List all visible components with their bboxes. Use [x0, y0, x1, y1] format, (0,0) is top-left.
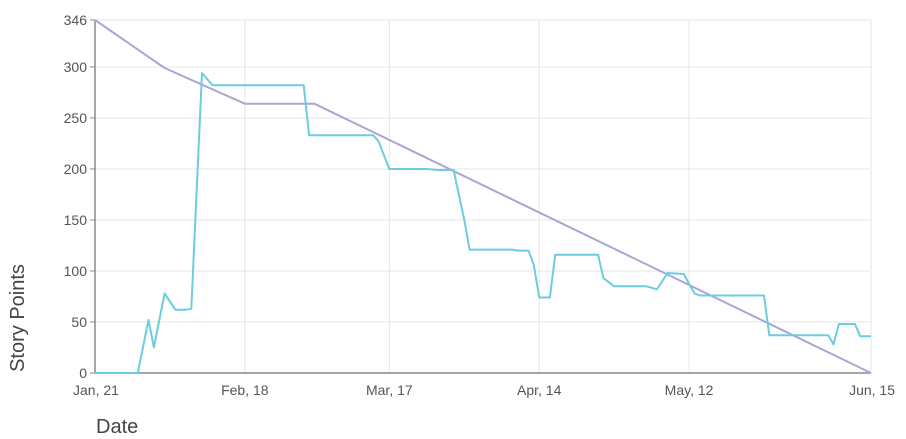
y-tick-label: 0: [79, 365, 87, 381]
x-tick-label: Apr, 14: [517, 382, 562, 398]
y-tick-label: 100: [64, 263, 88, 279]
x-tick-label: Feb, 18: [221, 382, 269, 398]
x-tick-label: Mar, 17: [366, 382, 413, 398]
x-tick-labels: Jan, 21 Feb, 18 Mar, 17 Apr, 14 May, 12 Jun, …: [73, 382, 895, 398]
ideal-series-line: [94, 19, 872, 374]
y-tick-label: 250: [64, 110, 88, 126]
y-tick-label: 150: [64, 212, 88, 228]
y-tick-label: 346: [64, 12, 88, 28]
y-tick-labels: 0 50 100 150 200 250 300 346: [64, 12, 88, 381]
series-lines: [94, 19, 872, 374]
y-tick-label: 300: [64, 59, 88, 75]
actual-series-line: [95, 72, 871, 374]
x-axis-title: Date: [96, 416, 138, 438]
x-tick-label: Jan, 21: [73, 382, 119, 398]
y-tick-label: 50: [71, 314, 87, 330]
y-tick-label: 200: [64, 161, 88, 177]
x-tick-label: May, 12: [665, 382, 714, 398]
axes: [90, 19, 871, 374]
grid-lines: [95, 19, 872, 373]
x-tick-label: Jun, 15: [849, 382, 895, 398]
y-axis-title: Story Points: [7, 264, 29, 372]
